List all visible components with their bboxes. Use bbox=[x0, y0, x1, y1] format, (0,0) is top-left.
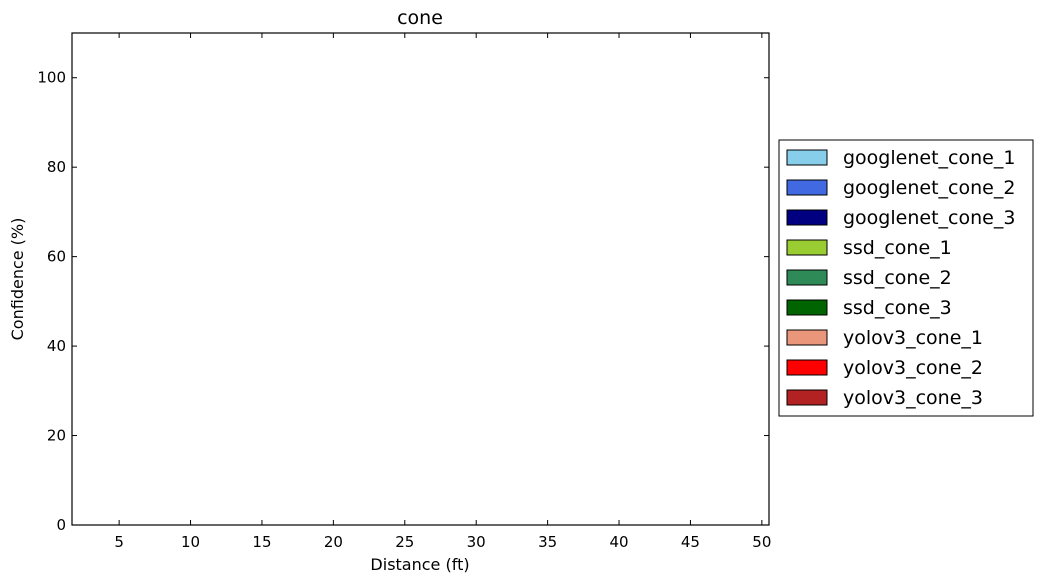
x-tick-label: 25 bbox=[395, 533, 414, 551]
plot-area bbox=[71, 32, 770, 526]
y-tick-label: 60 bbox=[47, 248, 66, 266]
legend-label-googlenet_cone_3: googlenet_cone_3 bbox=[843, 207, 1015, 229]
y-tick-label: 20 bbox=[47, 427, 66, 445]
legend: googlenet_cone_1 googlenet_cone_2 googlene… bbox=[778, 139, 1034, 417]
y-tick-label: 80 bbox=[47, 158, 66, 176]
x-tick-label: 5 bbox=[114, 533, 124, 551]
x-tick-label: 15 bbox=[252, 533, 271, 551]
y-tick-label: 100 bbox=[37, 69, 66, 87]
x-axis: 5 10 15 20 25 30 35 40 45 50 bbox=[114, 33, 771, 551]
x-axis-label: Distance (ft) bbox=[370, 555, 469, 574]
legend-swatch-googlenet_cone_3 bbox=[786, 209, 828, 226]
legend-label-ssd_cone_2: ssd_cone_2 bbox=[843, 267, 952, 289]
y-axis-label: Confidence (%) bbox=[8, 218, 27, 341]
legend-swatch-yolov3_cone_1 bbox=[786, 329, 828, 346]
legend-swatch-ssd_cone_1 bbox=[786, 239, 828, 256]
legend-swatch-googlenet_cone_2 bbox=[786, 179, 828, 196]
legend-label-googlenet_cone_2: googlenet_cone_2 bbox=[843, 177, 1015, 199]
y-tick-label: 40 bbox=[47, 337, 66, 355]
legend-label-yolov3_cone_1: yolov3_cone_1 bbox=[843, 327, 983, 349]
x-tick-label: 40 bbox=[609, 533, 628, 551]
legend-swatch-yolov3_cone_2 bbox=[786, 359, 828, 376]
y-tick-label: 0 bbox=[56, 516, 66, 534]
x-tick-label: 50 bbox=[752, 533, 771, 551]
legend-label-ssd_cone_1: ssd_cone_1 bbox=[843, 237, 952, 259]
x-tick-label: 20 bbox=[324, 533, 343, 551]
legend-swatch-ssd_cone_3 bbox=[786, 299, 828, 316]
legend-swatch-ssd_cone_2 bbox=[786, 269, 828, 286]
x-tick-label: 10 bbox=[181, 533, 200, 551]
legend-label-googlenet_cone_1: googlenet_cone_1 bbox=[843, 147, 1015, 169]
x-tick-label: 45 bbox=[681, 533, 700, 551]
x-tick-label: 35 bbox=[538, 533, 557, 551]
legend-label-yolov3_cone_3: yolov3_cone_3 bbox=[843, 387, 983, 409]
y-axis: 0 20 40 60 80 100 bbox=[37, 69, 769, 534]
legend-label-ssd_cone_3: ssd_cone_3 bbox=[843, 297, 952, 319]
x-tick-label: 30 bbox=[467, 533, 486, 551]
legend-label-yolov3_cone_2: yolov3_cone_2 bbox=[843, 357, 983, 379]
legend-swatch-yolov3_cone_3 bbox=[786, 389, 828, 406]
chart-title: cone bbox=[397, 7, 443, 29]
legend-swatch-googlenet_cone_1 bbox=[786, 149, 828, 166]
